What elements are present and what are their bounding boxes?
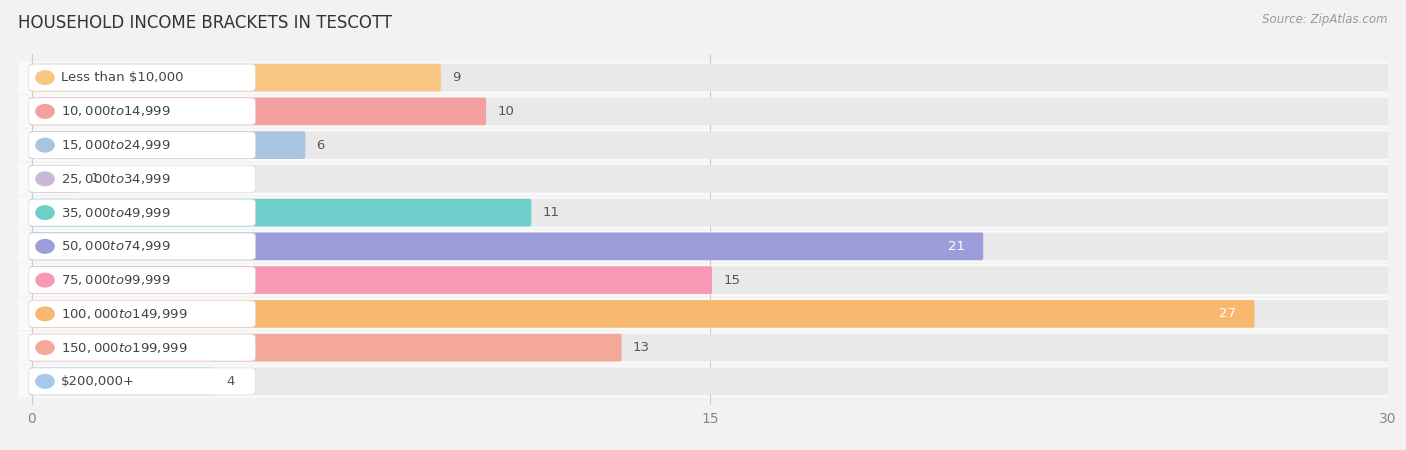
FancyBboxPatch shape xyxy=(28,266,256,294)
Circle shape xyxy=(37,71,53,85)
Text: $15,000 to $24,999: $15,000 to $24,999 xyxy=(60,138,170,152)
FancyBboxPatch shape xyxy=(18,95,1402,127)
Text: 10: 10 xyxy=(498,105,515,118)
FancyBboxPatch shape xyxy=(30,266,1391,294)
FancyBboxPatch shape xyxy=(30,166,254,192)
FancyBboxPatch shape xyxy=(30,368,254,395)
Text: Source: ZipAtlas.com: Source: ZipAtlas.com xyxy=(1263,14,1388,27)
Circle shape xyxy=(37,307,53,321)
Text: 13: 13 xyxy=(633,341,650,354)
FancyBboxPatch shape xyxy=(28,165,256,193)
FancyBboxPatch shape xyxy=(30,64,1391,91)
Text: $100,000 to $149,999: $100,000 to $149,999 xyxy=(60,307,187,321)
FancyBboxPatch shape xyxy=(30,98,486,125)
Text: $50,000 to $74,999: $50,000 to $74,999 xyxy=(60,239,170,253)
FancyBboxPatch shape xyxy=(28,199,256,226)
FancyBboxPatch shape xyxy=(30,368,215,395)
FancyBboxPatch shape xyxy=(30,199,254,226)
Circle shape xyxy=(37,172,53,186)
Text: Less than $10,000: Less than $10,000 xyxy=(60,71,183,84)
FancyBboxPatch shape xyxy=(30,334,1391,361)
FancyBboxPatch shape xyxy=(30,334,254,361)
FancyBboxPatch shape xyxy=(30,368,1391,395)
FancyBboxPatch shape xyxy=(30,334,621,361)
FancyBboxPatch shape xyxy=(18,298,1402,330)
FancyBboxPatch shape xyxy=(30,199,531,226)
FancyBboxPatch shape xyxy=(30,98,254,125)
FancyBboxPatch shape xyxy=(28,368,256,395)
FancyBboxPatch shape xyxy=(28,233,256,260)
Text: $200,000+: $200,000+ xyxy=(60,375,135,388)
Text: 9: 9 xyxy=(453,71,461,84)
FancyBboxPatch shape xyxy=(28,98,256,125)
Circle shape xyxy=(37,206,53,220)
Text: $150,000 to $199,999: $150,000 to $199,999 xyxy=(60,341,187,355)
FancyBboxPatch shape xyxy=(28,334,256,361)
Text: 21: 21 xyxy=(948,240,965,253)
Circle shape xyxy=(37,273,53,287)
FancyBboxPatch shape xyxy=(30,131,305,159)
Text: HOUSEHOLD INCOME BRACKETS IN TESCOTT: HOUSEHOLD INCOME BRACKETS IN TESCOTT xyxy=(18,14,392,32)
Text: 1: 1 xyxy=(90,172,98,185)
FancyBboxPatch shape xyxy=(18,365,1402,398)
FancyBboxPatch shape xyxy=(30,64,254,91)
Text: 4: 4 xyxy=(226,375,235,388)
Text: 6: 6 xyxy=(316,139,325,152)
FancyBboxPatch shape xyxy=(18,264,1402,296)
FancyBboxPatch shape xyxy=(30,267,254,293)
Text: $35,000 to $49,999: $35,000 to $49,999 xyxy=(60,206,170,220)
FancyBboxPatch shape xyxy=(30,131,1391,159)
FancyBboxPatch shape xyxy=(30,300,1391,328)
Text: 11: 11 xyxy=(543,206,560,219)
Circle shape xyxy=(37,239,53,253)
FancyBboxPatch shape xyxy=(30,301,254,327)
Circle shape xyxy=(37,104,53,118)
FancyBboxPatch shape xyxy=(30,233,983,260)
FancyBboxPatch shape xyxy=(18,129,1402,161)
FancyBboxPatch shape xyxy=(18,61,1402,94)
FancyBboxPatch shape xyxy=(30,199,1391,226)
Circle shape xyxy=(37,374,53,388)
Circle shape xyxy=(37,138,53,152)
Text: 27: 27 xyxy=(1219,307,1236,320)
Text: $75,000 to $99,999: $75,000 to $99,999 xyxy=(60,273,170,287)
Text: 15: 15 xyxy=(723,274,741,287)
FancyBboxPatch shape xyxy=(30,132,254,158)
FancyBboxPatch shape xyxy=(18,230,1402,262)
FancyBboxPatch shape xyxy=(30,300,1254,328)
FancyBboxPatch shape xyxy=(28,64,256,91)
FancyBboxPatch shape xyxy=(18,196,1402,229)
FancyBboxPatch shape xyxy=(18,162,1402,195)
Circle shape xyxy=(37,341,53,355)
FancyBboxPatch shape xyxy=(18,331,1402,364)
FancyBboxPatch shape xyxy=(30,64,441,91)
FancyBboxPatch shape xyxy=(30,233,254,260)
Text: $10,000 to $14,999: $10,000 to $14,999 xyxy=(60,104,170,118)
Text: $25,000 to $34,999: $25,000 to $34,999 xyxy=(60,172,170,186)
FancyBboxPatch shape xyxy=(30,233,1391,260)
FancyBboxPatch shape xyxy=(30,165,1391,193)
FancyBboxPatch shape xyxy=(30,165,79,193)
FancyBboxPatch shape xyxy=(28,131,256,159)
FancyBboxPatch shape xyxy=(30,98,1391,125)
FancyBboxPatch shape xyxy=(30,266,711,294)
FancyBboxPatch shape xyxy=(28,300,256,328)
